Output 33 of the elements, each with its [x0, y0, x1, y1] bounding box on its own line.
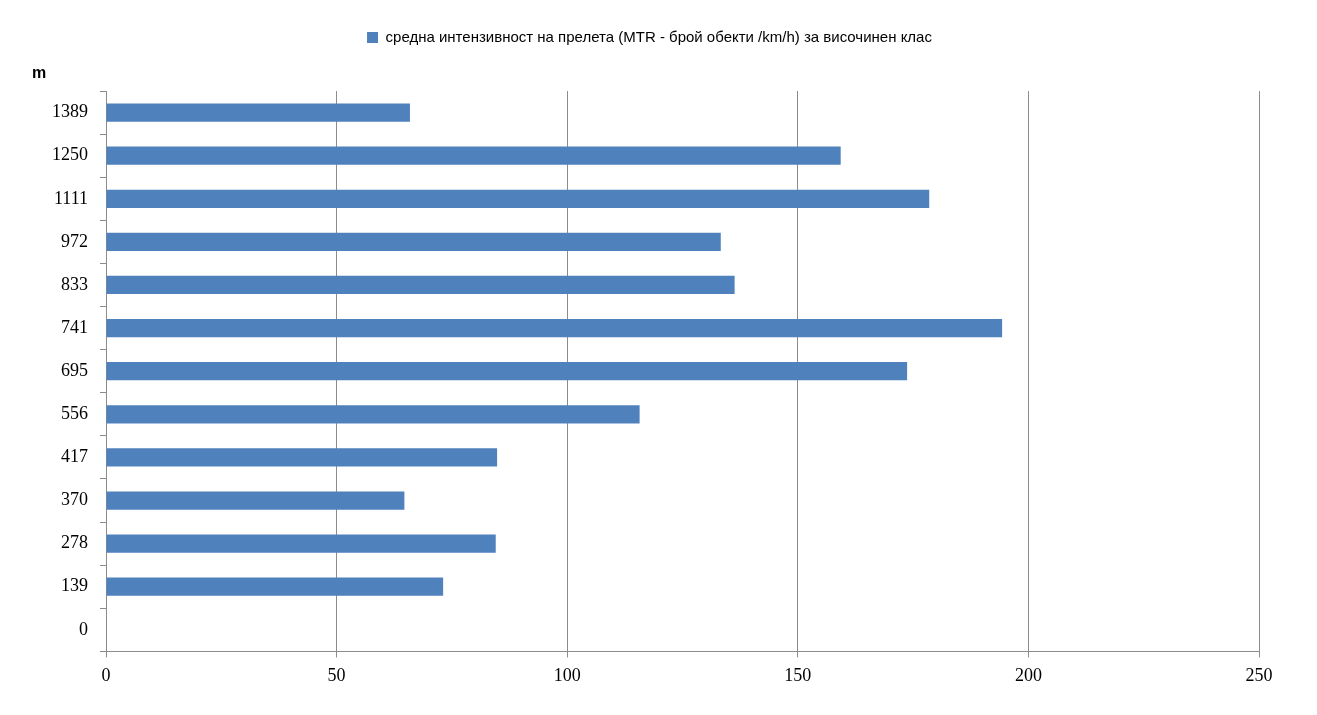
y-axis-title: m — [32, 64, 47, 82]
y-tick-label: 370 — [61, 489, 88, 510]
bar — [106, 577, 444, 596]
y-tick-label: 0 — [79, 618, 88, 639]
y-tick-label: 1111 — [54, 187, 88, 208]
y-tick-label: 139 — [61, 575, 88, 596]
y-tick-label: 417 — [61, 446, 88, 467]
y-tick-label: 833 — [61, 273, 88, 294]
y-tick-label: 278 — [61, 532, 88, 553]
bar — [106, 534, 496, 553]
x-tick-label: 250 — [1245, 664, 1273, 685]
bar — [106, 146, 841, 165]
x-tick-label: 200 — [1014, 664, 1042, 685]
y-tick-label: 1250 — [52, 144, 88, 165]
bar — [106, 318, 1003, 338]
legend-label: средна интензивност на прелета (MTR - брой обекти /km/h) за височинен клас — [385, 27, 933, 45]
bar — [106, 448, 498, 467]
x-tick-label: 50 — [327, 664, 346, 685]
bar — [106, 232, 721, 251]
y-tick-label: 972 — [61, 230, 88, 251]
bar — [106, 103, 410, 122]
x-tick-label: 100 — [553, 664, 581, 685]
x-tick-label: 150 — [784, 664, 812, 685]
bar — [106, 275, 735, 295]
bar — [106, 362, 908, 381]
y-tick-label: 695 — [61, 359, 88, 380]
y-tick-label: 741 — [61, 316, 88, 337]
x-tick-label: 0 — [101, 664, 111, 685]
bar — [106, 491, 405, 510]
y-tick-label: 1389 — [52, 101, 88, 122]
y-tick-label: 556 — [61, 403, 88, 424]
bar — [106, 405, 640, 424]
bar — [106, 189, 930, 208]
